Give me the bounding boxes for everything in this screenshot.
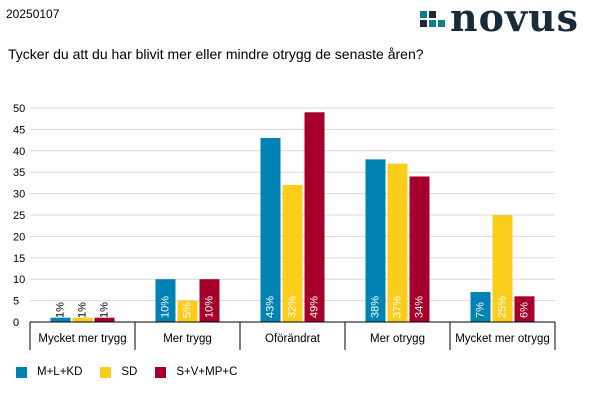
data-label: 43% (265, 296, 277, 318)
y-tick-label: 10 (13, 274, 25, 286)
date-label: 20250107 (6, 7, 60, 21)
bars: 1% 1% 1% 10% 5% 10% 43% 32% 49% 38% 37% 34% 7% 25% 6% (50, 112, 535, 322)
bar (365, 159, 386, 322)
y-tick-label: 30 (13, 189, 25, 201)
legend-swatch (16, 366, 27, 378)
bar (470, 292, 491, 322)
x-tick-label: Mer trygg (163, 333, 212, 345)
y-tick-label: 25 (13, 210, 25, 222)
data-label: 34% (414, 296, 426, 318)
data-label: 37% (392, 296, 404, 318)
bar (72, 317, 93, 322)
bar (177, 300, 198, 322)
x-tick-label: Oförändrat (265, 333, 321, 345)
data-label: 25% (497, 296, 509, 318)
data-label: 1% (55, 302, 67, 318)
y-axis-ticks: 0 5 10 15 20 25 30 35 40 45 50 (13, 103, 25, 329)
legend-item: M+L+KD (16, 366, 82, 378)
y-tick-label: 15 (13, 253, 25, 265)
bar (304, 112, 325, 322)
data-label: 10% (160, 296, 172, 318)
legend-item: SD (100, 366, 137, 378)
y-tick-label: 20 (13, 231, 25, 243)
legend: M+L+KD SD S+V+MP+C (16, 366, 255, 378)
y-tick-label: 50 (13, 103, 25, 115)
logo-square-icon (429, 11, 436, 18)
bar (492, 215, 513, 322)
bar (387, 163, 408, 322)
data-label: 49% (309, 296, 321, 318)
x-tick-label: Mycket mer trygg (38, 333, 126, 345)
logo-wordmark: novus (450, 0, 580, 40)
data-label: 5% (182, 302, 194, 318)
bar (282, 185, 303, 322)
legend-label: SD (121, 366, 138, 378)
bar (409, 176, 430, 322)
logo-square-icon (420, 11, 427, 18)
y-tick-label: 35 (13, 167, 25, 179)
legend-swatch (100, 366, 112, 378)
bar (155, 279, 176, 322)
x-axis: Mycket mer trygg Mer trygg Oförändrat Mer o… (29, 321, 556, 350)
data-label: 10% (204, 296, 216, 318)
y-tick-label: 45 (13, 124, 25, 136)
novus-logo: novus (420, 0, 598, 42)
bar (94, 317, 115, 322)
chart-question: Tycker du att du har blivit mer eller mi… (8, 46, 424, 62)
logo-square-icon (429, 20, 436, 27)
logo-square-icon (438, 20, 445, 27)
logo-square-icon (420, 20, 427, 27)
x-tick-label: Mycket mer otrygg (455, 333, 550, 345)
legend-label: M+L+KD (37, 366, 83, 378)
bar (50, 317, 71, 322)
data-label: 38% (370, 296, 382, 318)
y-tick-label: 5 (13, 296, 19, 308)
legend-swatch (155, 366, 167, 378)
y-tick-label: 0 (13, 317, 19, 329)
legend-label: S+V+MP+C (176, 366, 238, 378)
bar (260, 137, 281, 322)
bar-chart: 0 5 10 15 20 25 30 35 40 45 50 1% 1% 1% 10% 5% 10% 43% 32… (13, 103, 556, 350)
x-tick-label: Mer otrygg (370, 333, 425, 345)
data-label: 6% (519, 302, 531, 318)
data-label: 7% (475, 302, 487, 318)
bar (514, 296, 535, 322)
data-label: 32% (287, 296, 299, 318)
y-tick-label: 40 (13, 146, 25, 158)
data-label: 1% (77, 302, 89, 318)
bar (199, 279, 220, 322)
legend-item: S+V+MP+C (155, 366, 237, 378)
data-label: 1% (99, 302, 111, 318)
